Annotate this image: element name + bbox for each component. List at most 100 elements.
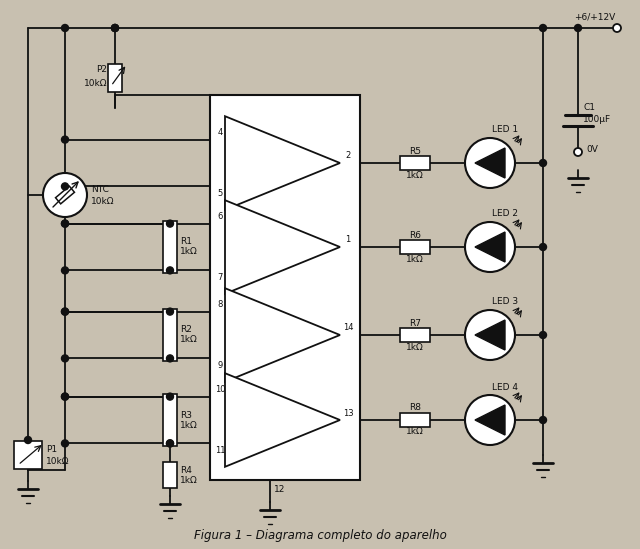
Bar	[400, 156, 430, 170]
Text: LED 3: LED 3	[492, 298, 518, 306]
Bar	[400, 240, 430, 254]
Text: 1kΩ: 1kΩ	[406, 255, 424, 264]
Text: R2: R2	[180, 326, 192, 334]
Circle shape	[111, 25, 118, 31]
Text: 11: 11	[215, 446, 225, 455]
Text: 1kΩ: 1kΩ	[406, 171, 424, 180]
Bar	[163, 394, 177, 446]
Polygon shape	[225, 288, 340, 382]
Text: R3: R3	[180, 411, 192, 419]
Text: 12: 12	[274, 485, 285, 495]
Text: 1kΩ: 1kΩ	[180, 335, 198, 345]
Circle shape	[61, 220, 68, 227]
Polygon shape	[475, 148, 505, 178]
Text: 9: 9	[218, 361, 223, 370]
Circle shape	[465, 138, 515, 188]
Text: P2: P2	[96, 65, 107, 75]
Bar	[163, 309, 177, 361]
Polygon shape	[225, 116, 340, 210]
Text: 10kΩ: 10kΩ	[83, 79, 107, 87]
Circle shape	[61, 220, 68, 227]
Bar	[210, 95, 360, 480]
Circle shape	[61, 25, 68, 31]
Circle shape	[166, 220, 173, 227]
Bar	[163, 462, 177, 489]
Text: R8: R8	[409, 404, 421, 412]
Text: +: +	[228, 435, 238, 447]
Text: R6: R6	[409, 231, 421, 239]
Text: 1: 1	[346, 236, 351, 244]
Text: 10kΩ: 10kΩ	[91, 197, 115, 205]
Bar	[163, 221, 177, 273]
Text: R4: R4	[180, 466, 192, 475]
Text: 4: 4	[218, 128, 223, 137]
Circle shape	[61, 393, 68, 400]
Circle shape	[61, 393, 68, 400]
Text: −: −	[228, 393, 238, 406]
Circle shape	[465, 310, 515, 360]
Circle shape	[166, 440, 173, 447]
Text: 3: 3	[288, 100, 294, 109]
Text: NTC: NTC	[91, 184, 109, 193]
Text: −: −	[228, 220, 238, 232]
Circle shape	[61, 308, 68, 315]
Bar	[14, 441, 42, 469]
Text: +6/+12V: +6/+12V	[573, 13, 615, 21]
Text: +: +	[228, 177, 238, 191]
Text: 1kΩ: 1kΩ	[180, 421, 198, 429]
Text: B: B	[256, 250, 264, 260]
Text: 6: 6	[218, 212, 223, 221]
Polygon shape	[475, 232, 505, 262]
Text: 1kΩ: 1kΩ	[406, 428, 424, 436]
Circle shape	[540, 25, 547, 31]
Text: 10: 10	[215, 385, 225, 394]
Text: +: +	[228, 350, 238, 362]
Circle shape	[574, 148, 582, 156]
Bar	[56, 186, 74, 204]
Text: C1: C1	[583, 104, 595, 113]
Bar	[400, 328, 430, 342]
Circle shape	[111, 25, 118, 31]
Text: 1kΩ: 1kΩ	[406, 343, 424, 351]
Circle shape	[61, 136, 68, 143]
Circle shape	[166, 308, 173, 315]
Text: R1: R1	[180, 238, 192, 247]
Text: +: +	[228, 261, 238, 274]
Text: C: C	[256, 338, 264, 348]
Text: P1: P1	[46, 445, 57, 453]
Circle shape	[613, 24, 621, 32]
Circle shape	[575, 25, 582, 31]
Text: A: A	[256, 166, 264, 176]
Circle shape	[465, 395, 515, 445]
Bar	[400, 413, 430, 427]
Circle shape	[540, 332, 547, 339]
Circle shape	[166, 355, 173, 362]
Text: LED 4: LED 4	[492, 383, 518, 391]
Circle shape	[166, 267, 173, 274]
Text: 10kΩ: 10kΩ	[46, 457, 70, 466]
Circle shape	[43, 173, 87, 217]
Polygon shape	[225, 200, 340, 294]
Circle shape	[61, 183, 68, 190]
Text: Figura 1 – Diagrama completo do aparelho: Figura 1 – Diagrama completo do aparelho	[193, 529, 447, 542]
Circle shape	[61, 440, 68, 447]
Text: 2: 2	[346, 152, 351, 160]
Polygon shape	[475, 320, 505, 350]
Text: R7: R7	[409, 318, 421, 328]
Circle shape	[540, 417, 547, 423]
Text: 100μF: 100μF	[583, 115, 611, 125]
Circle shape	[166, 440, 173, 447]
Circle shape	[61, 308, 68, 315]
Circle shape	[61, 355, 68, 362]
Text: 5: 5	[218, 189, 223, 198]
Text: 7: 7	[218, 273, 223, 282]
Circle shape	[540, 160, 547, 166]
Text: LED 2: LED 2	[492, 210, 518, 219]
Circle shape	[61, 267, 68, 274]
Text: 14: 14	[343, 323, 353, 333]
Circle shape	[24, 436, 31, 444]
Text: 1kΩ: 1kΩ	[180, 476, 198, 485]
Polygon shape	[225, 373, 340, 467]
Text: R5: R5	[409, 147, 421, 155]
Text: 8: 8	[218, 300, 223, 309]
